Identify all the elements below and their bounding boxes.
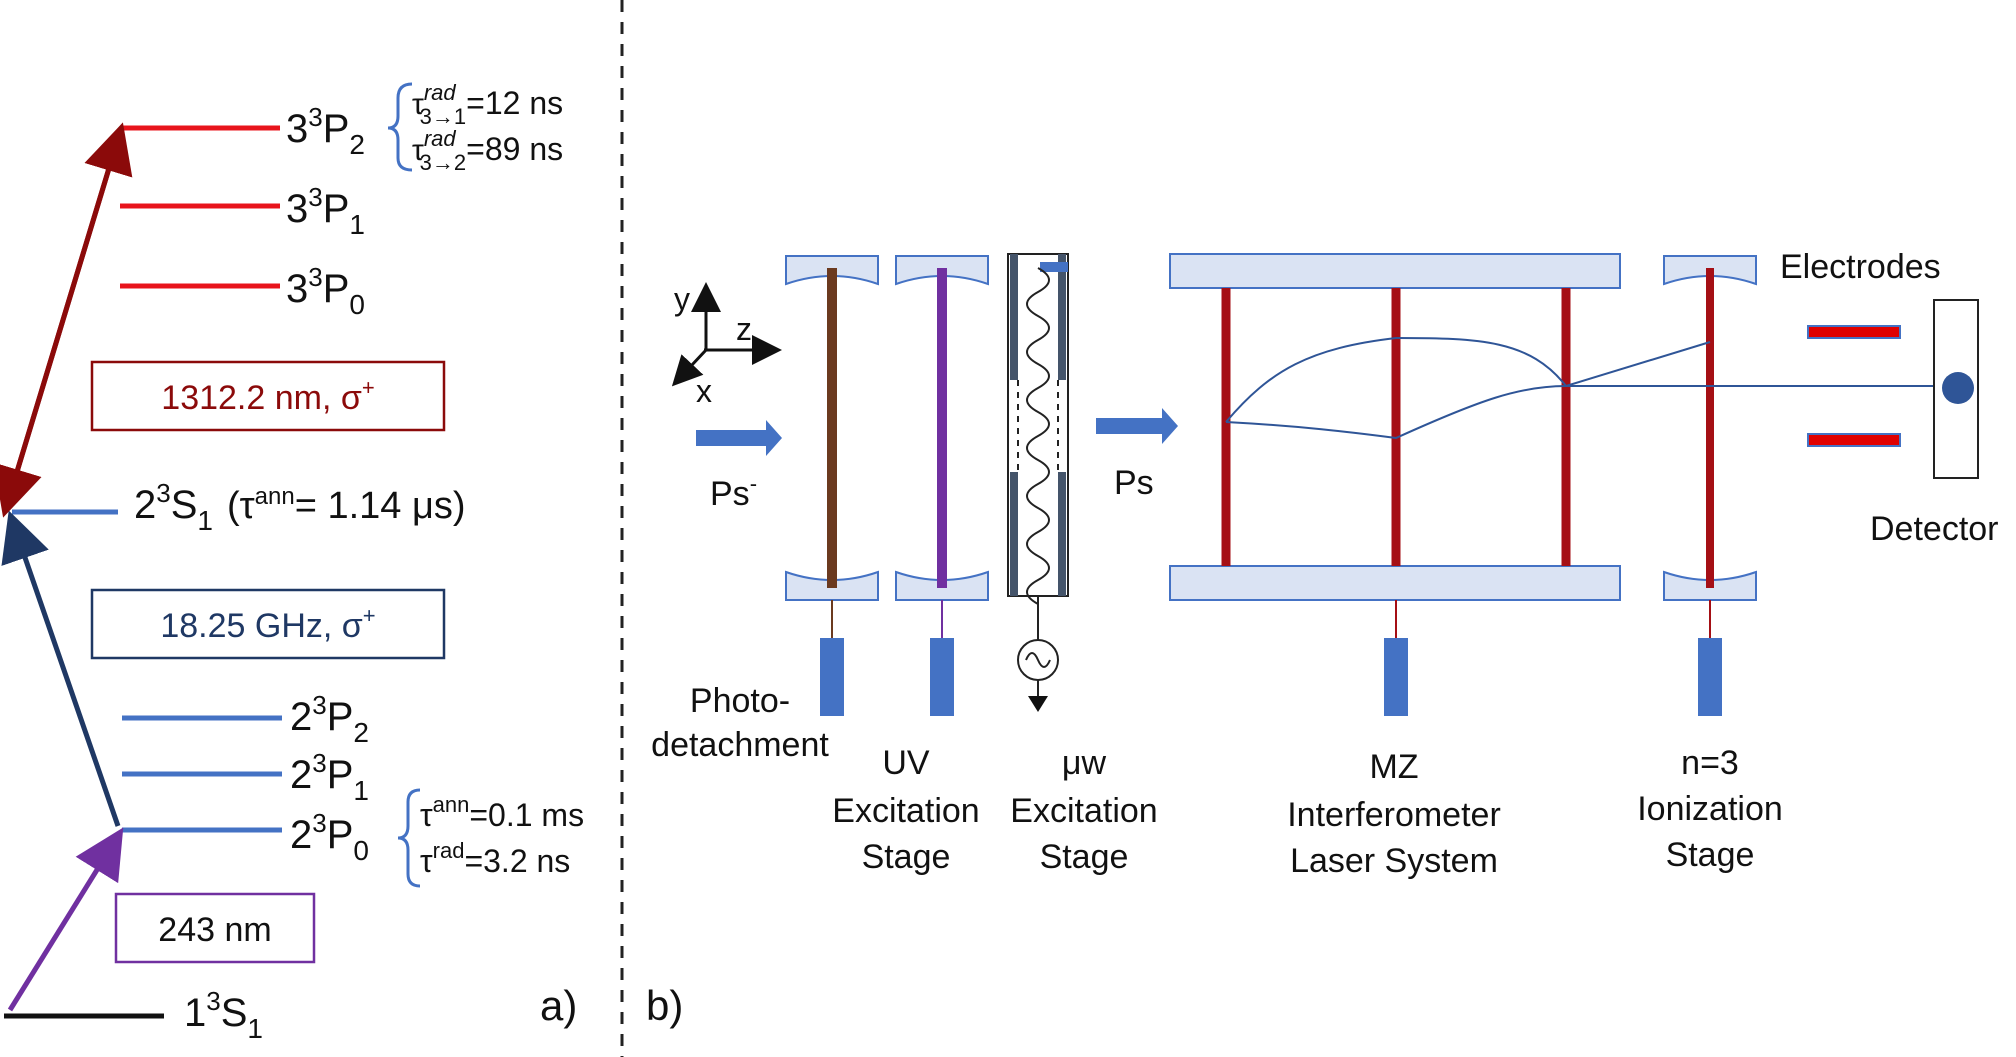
box-ghz-label: 18.25 GHz, σ+ <box>160 603 375 645</box>
label-mz-3: Laser System <box>1290 842 1498 880</box>
label-uv-1: UV <box>882 744 930 782</box>
label-ion-3: Stage <box>1666 836 1755 874</box>
axis-y-label: y <box>674 281 690 317</box>
label-mz-1: MZ <box>1369 748 1418 786</box>
panel-a-label: a) <box>540 982 577 1029</box>
label-mw-3: Stage <box>1040 838 1129 876</box>
label-2p0: 23P0 <box>290 808 369 866</box>
ps-label: Ps <box>1114 464 1154 502</box>
label-3p2: 33P2 <box>286 102 365 160</box>
panel-a: 33P2 33P1 33P0 23S1 (τann= 1.14 μs) 23P2 … <box>0 80 584 1044</box>
label-1s1: 13S1 <box>184 986 263 1044</box>
tau-3to1: τrad 3→1=12 ns <box>412 80 563 129</box>
label-mz-2: Interferometer <box>1287 796 1501 834</box>
label-2p2: 23P2 <box>290 690 369 748</box>
stage-photodetachment <box>785 255 879 716</box>
bracket-3p <box>387 82 413 172</box>
label-mw-2: Excitation <box>1010 792 1157 830</box>
arrow-243 <box>7 827 124 1012</box>
label-uv-2: Excitation <box>832 792 979 830</box>
label-2s1: 23S1 (τann= 1.14 μs) <box>134 478 466 536</box>
axis-x-label: x <box>696 373 712 409</box>
label-photo-2: detachment <box>651 726 829 764</box>
axis-z-label: z <box>736 311 752 347</box>
tau-3to2: τrad 3→2=89 ns <box>412 126 563 175</box>
ps-arrow <box>1096 408 1178 444</box>
stage-mz-interferometer <box>1169 253 1621 716</box>
box-243-label: 243 nm <box>158 911 271 949</box>
axis-x <box>671 348 708 387</box>
box-ghz <box>90 588 446 660</box>
panel-b-label: b) <box>646 982 683 1029</box>
panel-b: b) y z x Ps- Photo- detachment UV <box>646 248 1999 1029</box>
stage-ionization <box>1663 255 1757 716</box>
detector-label: Detector <box>1870 510 1999 548</box>
label-ion-1: n=3 <box>1681 744 1739 782</box>
detector-spot <box>1942 372 1974 404</box>
bracket-2p <box>397 788 421 888</box>
stage-microwave <box>1007 253 1069 712</box>
stage-uv <box>895 255 989 716</box>
ps-minus-arrow <box>696 420 782 456</box>
tau-ann-2p: τann=0.1 ms <box>420 792 584 833</box>
electrodes-label: Electrodes <box>1780 248 1941 286</box>
electrode-top <box>1807 325 1901 339</box>
box-243 <box>114 892 316 964</box>
arrow-ghz <box>1 510 121 827</box>
label-2p1: 23P1 <box>290 748 369 806</box>
label-ion-2: Ionization <box>1637 790 1783 828</box>
label-mw-1: μw <box>1062 744 1107 782</box>
ps-minus-label: Ps- <box>710 471 757 513</box>
tau-rad-2p: τrad=3.2 ns <box>420 838 570 879</box>
box-1312 <box>90 360 446 432</box>
box-1312-label: 1312.2 nm, σ+ <box>161 375 374 417</box>
electrode-bottom <box>1807 433 1901 447</box>
label-3p0: 33P0 <box>286 262 365 320</box>
label-uv-3: Stage <box>862 838 951 876</box>
beam-upper <box>1565 341 1711 387</box>
arrow-1312-down <box>0 131 123 518</box>
label-photo-1: Photo- <box>690 682 790 720</box>
label-3p1: 33P1 <box>286 182 365 240</box>
